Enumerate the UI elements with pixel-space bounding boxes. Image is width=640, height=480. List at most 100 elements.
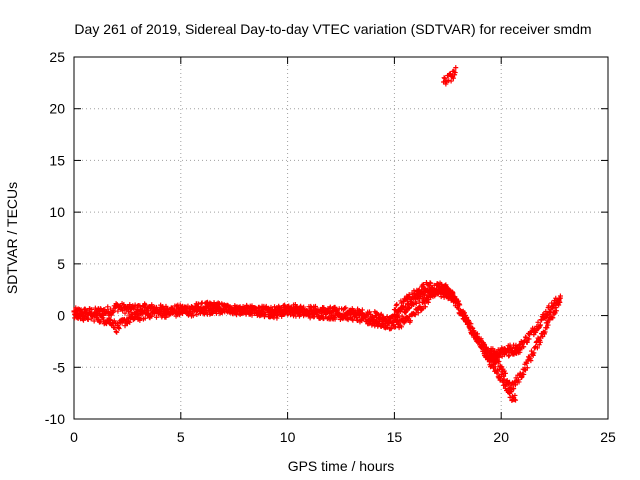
data-point: [115, 308, 121, 314]
y-tick-label: 10: [49, 204, 65, 220]
data-point: [528, 358, 534, 364]
data-point: [521, 344, 527, 350]
data-point: [256, 304, 262, 310]
data-point: [537, 339, 543, 345]
data-point: [483, 346, 489, 352]
data-point: [426, 297, 432, 302]
data-point: [511, 386, 517, 392]
data-point: [517, 349, 523, 355]
data-point: [111, 309, 117, 315]
data-point: [506, 352, 512, 358]
data-point: [469, 325, 475, 331]
data-point: [501, 373, 507, 379]
data-point: [550, 315, 556, 321]
data-point: [512, 382, 518, 388]
data-point: [513, 397, 519, 403]
data-point: [163, 314, 169, 320]
data-point: [413, 300, 419, 306]
data-point: [557, 295, 563, 301]
data-point: [553, 308, 559, 314]
data-point: [524, 360, 530, 366]
data-point: [394, 301, 400, 307]
data-point: [477, 337, 483, 343]
data-point: [393, 324, 399, 330]
data-point: [453, 65, 459, 71]
data-points: [71, 65, 563, 404]
data-point: [116, 325, 122, 331]
data-point: [493, 358, 499, 364]
data-point: [392, 311, 398, 317]
data-point: [468, 321, 474, 327]
data-point: [542, 316, 548, 322]
data-point: [512, 349, 518, 355]
data-point: [400, 304, 406, 310]
data-point: [531, 350, 537, 356]
data-point: [281, 305, 287, 311]
data-point: [153, 314, 159, 320]
data-point: [94, 310, 100, 316]
data-point: [481, 351, 487, 357]
data-point: [448, 78, 454, 84]
x-tick-label: 0: [70, 429, 78, 445]
x-tick-label: 20: [493, 429, 509, 445]
data-point: [98, 319, 104, 325]
data-point: [488, 351, 494, 357]
data-point: [298, 312, 304, 318]
data-point: [364, 313, 370, 319]
x-tick-label: 5: [177, 429, 185, 445]
data-point: [113, 329, 119, 335]
grid: [74, 57, 608, 419]
data-point: [452, 70, 458, 76]
data-point: [265, 309, 271, 315]
data-point: [142, 315, 148, 321]
data-point: [418, 291, 424, 297]
data-point: [537, 322, 543, 328]
data-point: [399, 313, 405, 319]
y-axis-label: SDTVAR / TECUs: [4, 182, 20, 294]
data-point: [451, 293, 457, 299]
data-point: [464, 314, 470, 320]
data-point: [403, 303, 409, 309]
data-point: [260, 306, 266, 312]
data-point: [378, 311, 384, 317]
y-tick-label: -5: [53, 359, 66, 375]
data-point: [114, 329, 120, 335]
data-point: [455, 301, 461, 307]
data-point: [450, 75, 456, 81]
data-point: [444, 285, 450, 291]
data-point: [184, 306, 190, 312]
data-point: [410, 296, 416, 302]
data-point: [148, 306, 154, 312]
data-point: [205, 303, 211, 309]
data-point: [459, 308, 465, 314]
data-point: [122, 310, 128, 316]
data-point: [143, 302, 149, 308]
data-point: [263, 312, 269, 318]
data-point: [332, 316, 338, 322]
data-point: [490, 346, 496, 352]
y-tick-label: 5: [57, 256, 65, 272]
data-point: [512, 392, 518, 398]
x-axis-label: GPS time / hours: [288, 458, 395, 474]
y-tick-label: 25: [49, 49, 65, 65]
data-point: [91, 318, 97, 324]
data-point: [422, 292, 428, 298]
data-point: [534, 345, 540, 351]
y-tick-label: -10: [45, 411, 65, 427]
data-point: [544, 325, 550, 331]
data-point: [407, 318, 413, 324]
data-point: [127, 302, 133, 308]
chart-title: Day 261 of 2019, Sidereal Day-to-day VTE…: [74, 21, 591, 37]
plot-frame: [73, 56, 609, 420]
data-point: [359, 318, 365, 324]
data-point: [438, 294, 444, 300]
data-point: [321, 305, 327, 311]
data-point: [190, 313, 196, 319]
data-point: [415, 310, 421, 316]
data-point: [545, 322, 551, 328]
data-point: [542, 329, 548, 335]
data-point: [524, 365, 530, 371]
data-point: [105, 304, 111, 310]
data-point: [279, 313, 285, 319]
